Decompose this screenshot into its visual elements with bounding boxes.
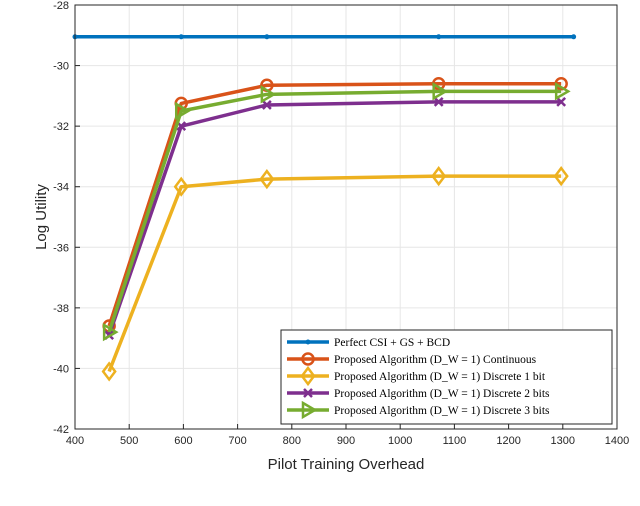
y-tick-label: -42	[53, 424, 69, 436]
series-2	[101, 166, 569, 382]
legend: Perfect CSI + GS + BCD Proposed Algorithm…	[280, 329, 613, 425]
y-axis-label: Log Utility	[33, 184, 50, 250]
data-point	[261, 100, 272, 110]
x-tick-label: 1300	[551, 435, 575, 447]
data-point	[431, 166, 447, 187]
data-point	[556, 97, 567, 107]
y-tick-label: -28	[53, 0, 69, 12]
x-tick-label: 1400	[605, 435, 629, 447]
y-tick-label: -30	[53, 61, 69, 73]
data-point	[101, 361, 117, 382]
x-tick-label: 1000	[388, 435, 412, 447]
data-point	[259, 169, 275, 190]
y-tick-label: -36	[53, 242, 69, 254]
legend-marker	[303, 388, 313, 398]
series-line	[107, 89, 562, 333]
x-tick-label: 900	[337, 435, 355, 447]
legend-marker	[300, 365, 316, 387]
x-tick-label: 1200	[496, 435, 520, 447]
data-point	[432, 82, 449, 101]
data-point	[553, 166, 569, 187]
data-point	[436, 34, 442, 40]
legend-marker	[301, 352, 315, 366]
series-4	[102, 82, 571, 342]
legend-marker	[301, 400, 318, 420]
data-point	[554, 82, 571, 101]
data-point	[571, 34, 577, 40]
x-axis-label: Pilot Training Overhead	[268, 456, 425, 473]
series-0	[72, 34, 577, 40]
series-line	[107, 100, 562, 336]
y-tick-label: -40	[53, 363, 69, 375]
data-point	[433, 97, 444, 107]
y-tick-label: -34	[53, 182, 69, 194]
data-point	[264, 34, 270, 40]
data-point	[260, 85, 277, 104]
data-point	[173, 176, 189, 197]
legend-box	[280, 329, 613, 425]
legend-entry: Proposed Algorithm (D_W = 1) Discrete 3 …	[334, 405, 550, 417]
legend-entry: Proposed Algorithm (D_W = 1) Discrete 1 …	[334, 371, 546, 383]
legend-entry: Perfect CSI + GS + BCD	[334, 337, 450, 349]
legend-entry: Proposed Algorithm (D_W = 1) Continuous	[334, 354, 537, 366]
data-point	[178, 34, 184, 40]
data-point	[102, 322, 119, 342]
x-tick-label: 600	[174, 435, 192, 447]
x-tick-label: 1100	[443, 435, 467, 447]
series-line	[107, 174, 562, 373]
x-tick-label: 800	[283, 435, 301, 447]
legend-entry: Proposed Algorithm (D_W = 1) Discrete 2 …	[334, 388, 550, 400]
x-tick-label: 400	[66, 435, 84, 447]
y-tick-label: -32	[53, 121, 69, 133]
x-tick-label: 500	[120, 435, 138, 447]
y-tick-label: -38	[53, 303, 69, 315]
series-line	[107, 81, 562, 327]
legend-marker	[305, 339, 311, 345]
x-tick-label: 700	[228, 435, 246, 447]
data-point	[174, 101, 191, 121]
